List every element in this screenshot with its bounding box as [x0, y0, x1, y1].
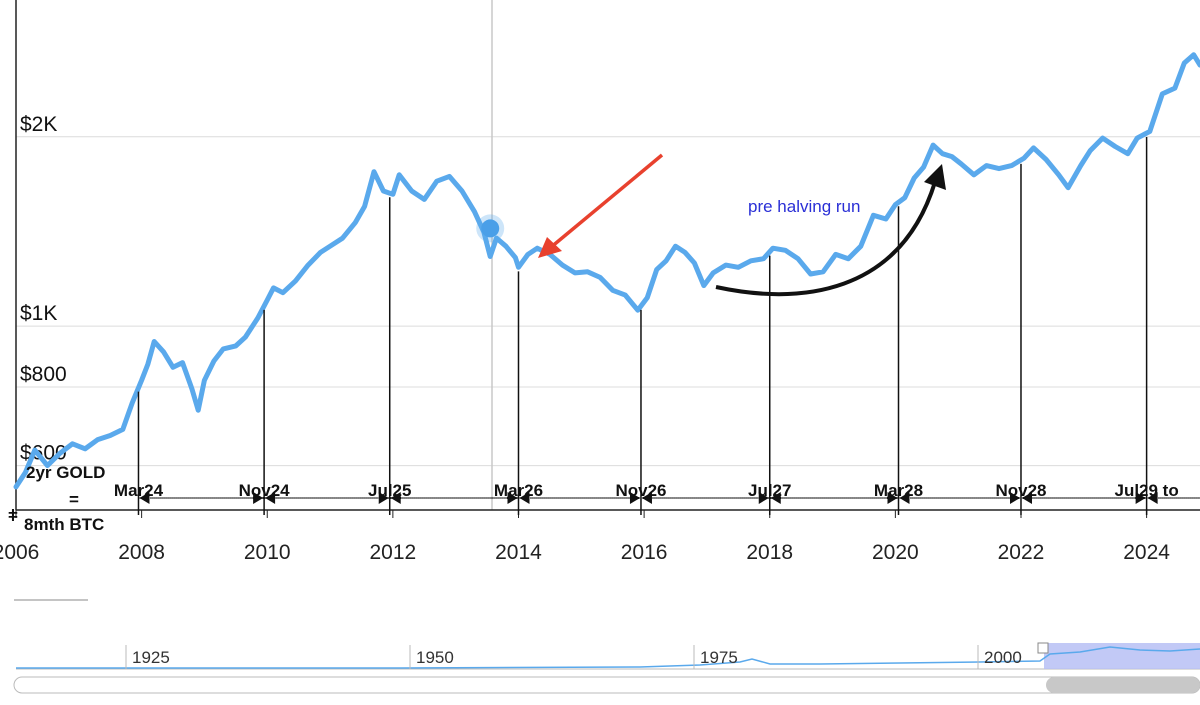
- navigator-handle[interactable]: [1037, 642, 1049, 654]
- highlight-point[interactable]: [481, 219, 500, 238]
- x-tick-label: 2014: [495, 541, 542, 564]
- navigator-label: 1950: [416, 648, 454, 667]
- x-tick-label: 2024: [1123, 541, 1170, 564]
- marker-label: Nov24: [239, 481, 291, 500]
- annotation-markers: Mar24 Nov24 Jul25 Mar26 Nov26 Jul27 Mar28 Nov28…: [114, 137, 1200, 515]
- marker-label: Nov26: [615, 481, 666, 500]
- side-note-line-2: =: [69, 490, 79, 509]
- x-tick-label: 2022: [998, 541, 1045, 564]
- y-tick-labels: $600$800$1K$2K: [20, 113, 67, 465]
- x-tick-label: 2016: [621, 541, 668, 564]
- navigator-label: 1925: [132, 648, 170, 667]
- side-note-line-1: 2yr GOLD: [26, 463, 105, 482]
- arrow-head: [139, 492, 150, 504]
- arrow-head: [390, 492, 401, 504]
- grid-layer: [16, 136, 1200, 467]
- arrow-head: [1135, 492, 1146, 504]
- arrow-head: [770, 492, 781, 504]
- arrow-head: [1147, 492, 1158, 504]
- x-tick-labels: 2006 2008 2010 2012 2014 2016 2018 2020 2022 2024: [0, 510, 1170, 564]
- marker-label: Mar24: [114, 481, 164, 500]
- callout-text: pre halving run: [748, 197, 860, 216]
- side-note-tick: ǂ: [8, 506, 18, 525]
- side-note: 2yr GOLD = 8mth BTC ǂ: [8, 463, 105, 534]
- marker-label: Jul29 to: [1114, 481, 1178, 500]
- arrow-head: [758, 492, 769, 504]
- red-arrow: [538, 153, 664, 258]
- y-tick-label: $1K: [20, 302, 57, 325]
- curved-arrow: [715, 164, 946, 297]
- arrow-head: [507, 492, 518, 504]
- navigator-scrollbar-track[interactable]: [13, 676, 1200, 694]
- arrow-head: [899, 492, 910, 504]
- arrow-head: [519, 492, 530, 504]
- x-tick-label: 2018: [746, 541, 793, 564]
- arrow-head: [1009, 492, 1020, 504]
- marker-label: Nov28: [995, 481, 1046, 500]
- x-tick-label: 2010: [244, 541, 291, 564]
- x-tick-label: 2012: [370, 541, 417, 564]
- arrow-head: [1021, 492, 1032, 504]
- navigator-label: 1975: [700, 648, 738, 667]
- arrow-head: [629, 492, 640, 504]
- navigator-label: 2000: [984, 648, 1022, 667]
- arrow-head: [265, 492, 276, 504]
- side-note-line-3: 8mth BTC: [24, 515, 104, 534]
- series-layer: [13, 52, 1200, 490]
- x-tick-label: 2020: [872, 541, 919, 564]
- series-line: [13, 52, 1200, 490]
- y-tick-label: $800: [20, 363, 67, 386]
- x-tick-label: 2008: [118, 541, 165, 564]
- range-navigator[interactable]: 1925 1950 1975 2000: [13, 642, 1200, 694]
- navigator-sparkline: [16, 646, 1200, 669]
- navigator-labels: 1925 1950 1975 2000: [125, 645, 1022, 669]
- navigator-selection[interactable]: [1044, 643, 1200, 669]
- arrow-head: [378, 492, 389, 504]
- arrow-head: [253, 492, 264, 504]
- marker-label: Mar26: [494, 481, 543, 500]
- y-tick-label: $2K: [20, 113, 57, 136]
- x-tick-label: 2006: [0, 541, 39, 564]
- marker-label: Mar28: [874, 481, 923, 500]
- arrow-head: [641, 492, 652, 504]
- navigator-scrollbar-thumb[interactable]: [1046, 677, 1200, 693]
- arrow-head: [887, 492, 898, 504]
